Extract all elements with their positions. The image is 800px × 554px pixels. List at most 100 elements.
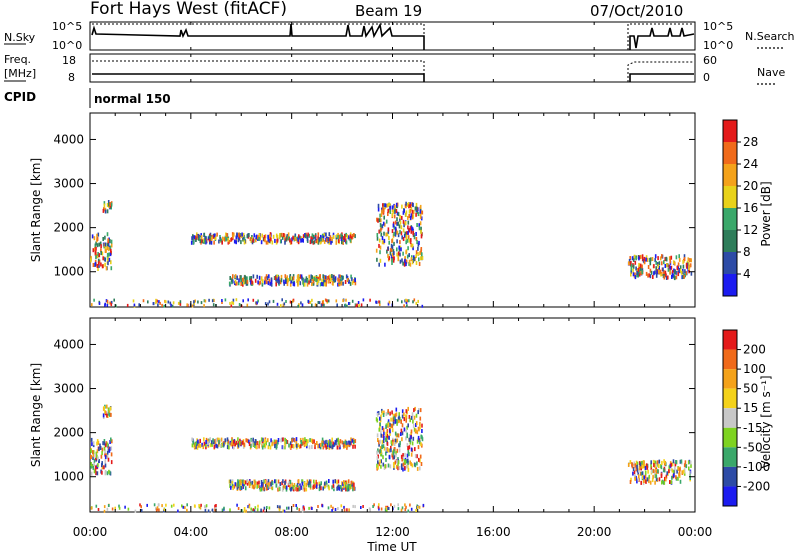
echo-cell [230,278,233,283]
echo-cell [105,266,108,271]
echo-cell [669,259,671,264]
echo-cell [317,232,320,237]
echo-cell [324,298,327,302]
echo-cell [389,411,391,416]
echo-cell [195,238,197,242]
echo-cell [257,235,259,240]
echo-cell [640,471,643,476]
echo-cell [256,508,259,512]
echo-cell [630,272,632,277]
echo-cell [381,426,384,431]
echo-cell [94,247,96,252]
echo-cell [649,268,652,273]
echo-cell [155,301,157,305]
echo-cell [271,240,274,245]
echo-cell [182,505,185,509]
echo-cell [238,234,241,239]
echo-cell [330,504,332,508]
echo-cell [285,300,287,303]
echo-cell [639,263,642,268]
echo-cell [682,264,685,269]
echo-cell [256,441,259,446]
echo-cell [661,254,663,259]
echo-cell [300,238,302,243]
echo-cell [104,245,107,250]
echo-cell [230,485,232,490]
echo-cell [653,271,655,276]
echo-cell [139,503,141,507]
echo-cell [106,232,109,237]
echo-cell [675,275,678,280]
echo-cell [399,229,401,234]
echo-cell [300,442,303,447]
echo-cell [267,438,269,443]
echo-cell [278,279,280,284]
echo-cell [642,475,644,479]
echo-cell [410,257,413,262]
echo-cell [661,480,663,485]
echo-cell [399,259,402,264]
echo-cell [237,238,240,243]
echo-cell [376,466,378,471]
echo-cell [104,209,107,214]
echo-cell [244,486,247,491]
echo-cell [405,262,407,267]
echo-cell [405,234,408,239]
echo-cell [654,480,656,485]
echo-cell [377,465,379,470]
echo-cell [257,484,260,489]
echo-cell [391,205,394,210]
echo-cell [305,439,308,443]
echo-cell [627,463,630,467]
echo-cell [200,233,202,238]
echo-cell [648,474,651,479]
y-tick-label: 1000 [53,470,84,484]
echo-cell [337,440,340,445]
echo-cell [109,301,111,305]
echo-cell [271,481,274,486]
echo-cell [655,474,658,479]
echo-cell [634,463,636,468]
echo-cell [645,463,648,468]
echo-cell [293,438,296,442]
echo-cell [246,481,249,486]
echo-cell [179,302,182,306]
echo-cell [249,481,252,486]
echo-cell [132,299,135,303]
echo-cell [335,240,338,245]
nave-tick-bottom: 0 [703,71,710,84]
echo-cell [297,304,299,308]
echo-cell [232,486,234,491]
echo-cell [290,487,292,492]
colorbar-tick-label: 200 [743,343,766,357]
echo-cell [381,240,384,245]
echo-cell [386,507,389,510]
echo-cell [672,459,675,464]
echo-cell [679,459,682,464]
echo-cell [296,506,298,510]
echo-cell [676,265,679,270]
echo-cell [212,438,214,443]
echo-cell [243,509,246,513]
echo-cell [391,239,393,244]
echo-cell [106,442,109,447]
echo-cell [655,273,658,278]
echo-cell [302,238,304,243]
echo-cell [276,444,278,449]
echo-cell [418,226,421,231]
echo-cell [369,298,371,302]
y-tick-label: 4000 [53,337,84,351]
echo-cell [95,504,98,508]
echo-cell [380,430,382,435]
echo-cell [276,440,279,445]
echo-cell [243,482,246,487]
echo-cell [251,480,253,485]
echo-cell [245,438,247,443]
echo-cell [278,508,281,512]
echo-cell [323,279,325,283]
echo-cell [285,485,288,490]
echo-cell [336,234,338,239]
echo-cell [100,262,102,267]
echo-cell [378,262,380,267]
echo-cell [642,464,644,469]
